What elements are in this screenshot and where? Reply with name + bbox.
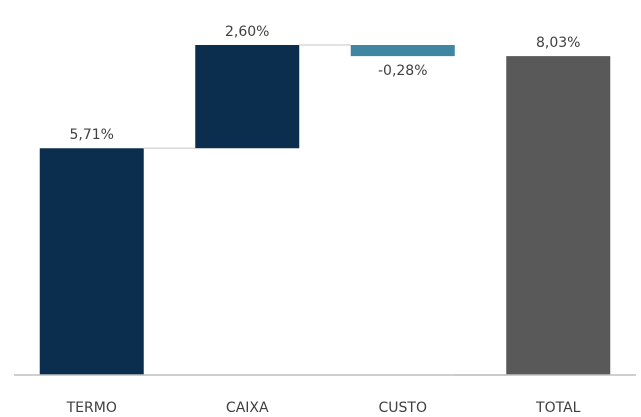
data-label: -0,28% [378,63,428,79]
bar [506,56,611,375]
bar [350,45,455,57]
bar [39,148,144,375]
x-tick-label: CUSTO [379,400,427,416]
data-label: 2,60% [225,24,269,40]
bar [195,45,300,149]
x-tick-label: TOTAL [535,400,581,416]
data-label: 5,71% [70,127,114,143]
x-tick-label: TERMO [66,400,117,416]
x-tick-label: CAIXA [226,400,269,416]
data-label: 8,03% [536,35,580,51]
